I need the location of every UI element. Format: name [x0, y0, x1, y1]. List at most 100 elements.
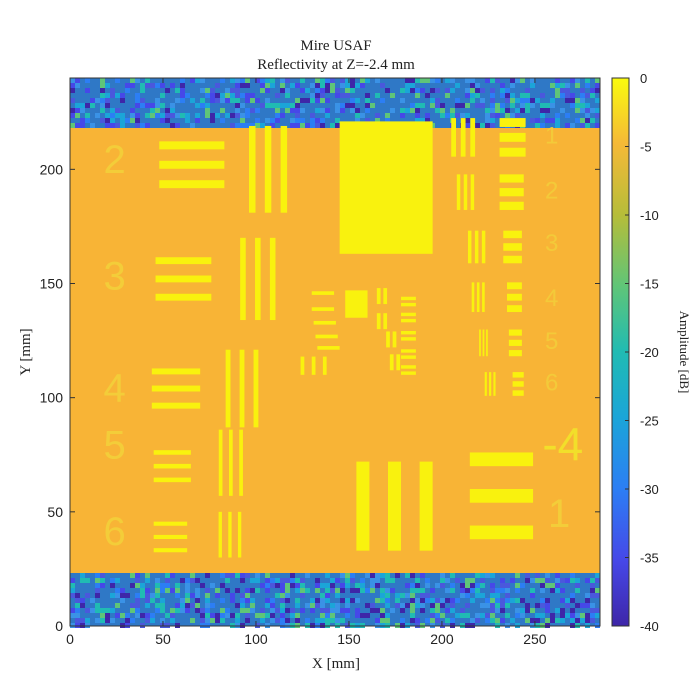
noise-cell	[350, 103, 355, 108]
noise-cell	[435, 88, 440, 93]
noise-cell	[510, 78, 515, 83]
noise-cell	[515, 583, 520, 588]
noise-cell	[200, 103, 205, 108]
noise-cell	[500, 103, 505, 108]
noise-cell	[70, 608, 75, 613]
noise-cell	[410, 593, 415, 598]
noise-cell	[515, 113, 520, 118]
noise-cell	[80, 603, 85, 608]
noise-cell	[480, 603, 485, 608]
noise-cell	[130, 113, 135, 118]
noise-cell	[450, 108, 455, 113]
colorbar-label: Amplitude [dB]	[677, 311, 692, 394]
noise-cell	[270, 603, 275, 608]
noise-cell	[335, 88, 340, 93]
noise-cell	[585, 113, 590, 118]
pattern-bar	[456, 174, 461, 210]
noise-cell	[80, 118, 85, 123]
noise-cell	[75, 618, 80, 623]
noise-cell	[200, 88, 205, 93]
noise-cell	[465, 593, 470, 598]
noise-cell	[375, 608, 380, 613]
noise-cell	[70, 583, 75, 588]
noise-cell	[155, 588, 160, 593]
noise-cell	[540, 583, 545, 588]
pattern-bar	[239, 429, 243, 496]
noise-cell	[100, 88, 105, 93]
noise-cell	[425, 93, 430, 98]
noise-cell	[570, 98, 575, 103]
noise-cell	[215, 83, 220, 88]
pattern-bar	[383, 288, 388, 305]
noise-cell	[545, 583, 550, 588]
noise-cell	[265, 118, 270, 123]
noise-cell	[210, 93, 215, 98]
noise-cell	[335, 108, 340, 113]
noise-cell	[145, 593, 150, 598]
noise-cell	[180, 113, 185, 118]
noise-cell	[210, 583, 215, 588]
noise-cell	[350, 88, 355, 93]
noise-cell	[595, 613, 600, 618]
pattern-bar	[470, 118, 476, 157]
noise-cell	[450, 583, 455, 588]
noise-cell	[595, 593, 600, 598]
noise-cell	[495, 78, 500, 83]
noise-cell	[415, 88, 420, 93]
noise-cell	[295, 613, 300, 618]
pattern-bar	[153, 548, 188, 553]
noise-cell	[150, 113, 155, 118]
noise-cell	[410, 88, 415, 93]
noise-cell	[180, 603, 185, 608]
noise-cell	[540, 123, 545, 128]
pattern-bar	[508, 350, 522, 357]
noise-cell	[315, 93, 320, 98]
noise-cell	[415, 113, 420, 118]
noise-cell	[150, 618, 155, 623]
pattern-bar	[499, 147, 526, 157]
noise-cell	[145, 618, 150, 623]
noise-cell	[160, 608, 165, 613]
noise-cell	[440, 578, 445, 583]
noise-cell	[590, 108, 595, 113]
noise-cell	[490, 603, 495, 608]
noise-cell	[165, 108, 170, 113]
pattern-bar	[228, 511, 232, 558]
noise-cell	[410, 108, 415, 113]
noise-cell	[85, 593, 90, 598]
noise-cell	[360, 578, 365, 583]
noise-cell	[470, 88, 475, 93]
noise-cell	[330, 78, 335, 83]
noise-cell	[550, 83, 555, 88]
noise-cell	[215, 588, 220, 593]
noise-cell	[295, 598, 300, 603]
noise-cell	[330, 588, 335, 593]
noise-cell	[195, 78, 200, 83]
noise-cell	[425, 113, 430, 118]
noise-cell	[250, 98, 255, 103]
noise-cell	[190, 618, 195, 623]
noise-cell	[390, 608, 395, 613]
pattern-label-8: 2	[545, 178, 558, 205]
noise-cell	[170, 103, 175, 108]
noise-cell	[85, 88, 90, 93]
noise-cell	[570, 573, 575, 578]
noise-cell	[200, 618, 205, 623]
pattern-bar	[322, 356, 327, 375]
noise-cell	[565, 113, 570, 118]
noise-cell	[435, 618, 440, 623]
noise-cell	[240, 78, 245, 83]
noise-cell	[185, 93, 190, 98]
noise-cell	[490, 123, 495, 128]
noise-cell	[225, 608, 230, 613]
noise-cell	[280, 88, 285, 93]
noise-cell	[385, 88, 390, 93]
pattern-bar	[386, 331, 390, 348]
pattern-label-2: 4	[104, 366, 126, 410]
noise-cell	[505, 98, 510, 103]
noise-cell	[100, 583, 105, 588]
pattern-label-6: 1	[548, 492, 570, 536]
noise-cell	[470, 588, 475, 593]
noise-cell	[135, 78, 140, 83]
noise-cell	[430, 613, 435, 618]
